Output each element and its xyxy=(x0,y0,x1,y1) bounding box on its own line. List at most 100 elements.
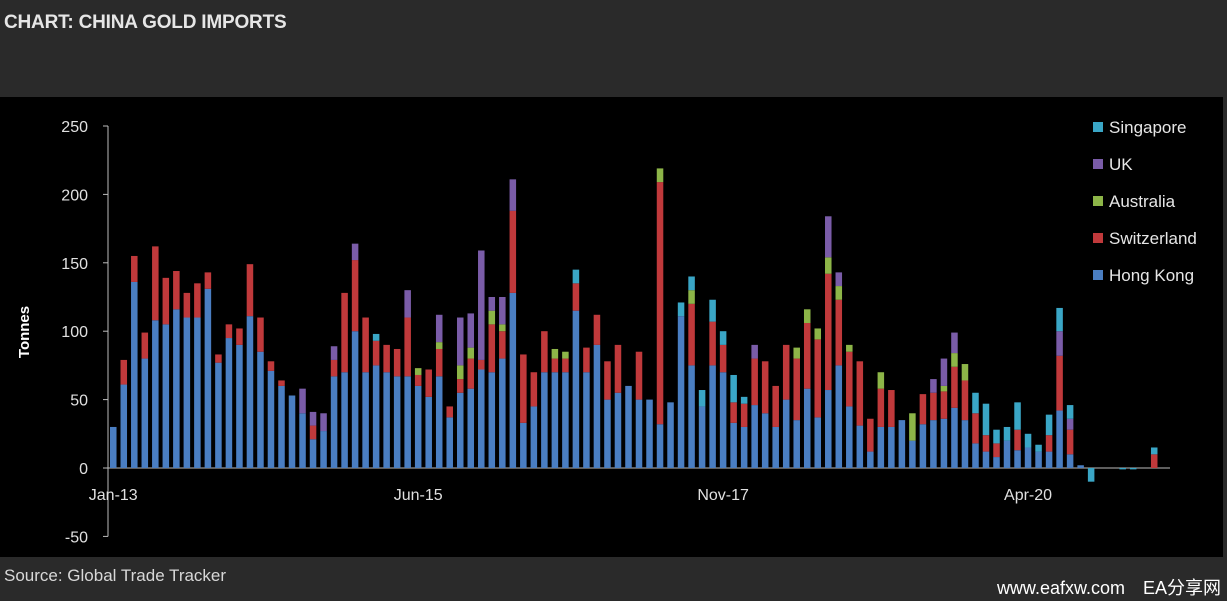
bar-uk xyxy=(467,313,475,348)
bar-hong-kong xyxy=(478,369,485,468)
bar-switzerland xyxy=(530,372,538,407)
bar-uk xyxy=(499,297,506,325)
bar-hong-kong xyxy=(1035,451,1042,468)
bar-hong-kong xyxy=(993,457,1000,468)
y-tick-label: 100 xyxy=(61,324,88,341)
bar-hong-kong xyxy=(446,417,453,468)
bar-hong-kong xyxy=(299,413,306,468)
bar-hong-kong xyxy=(846,406,853,468)
bar-hong-kong xyxy=(152,320,159,468)
y-tick-label: 150 xyxy=(61,256,88,273)
bar-australia xyxy=(467,347,475,359)
bar-australia xyxy=(435,342,443,349)
bar-hong-kong xyxy=(698,406,706,468)
bar-hong-kong xyxy=(288,395,296,468)
bar-singapore xyxy=(740,396,748,404)
x-tick-label: Apr-20 xyxy=(1004,487,1052,504)
bar-hong-kong xyxy=(414,385,422,468)
watermark: www.eafxw.com EA分享网 xyxy=(996,578,1221,598)
bar-switzerland xyxy=(194,283,201,318)
bar-hong-kong xyxy=(236,344,243,468)
bar-singapore xyxy=(698,390,706,407)
bar-singapore xyxy=(1014,402,1021,430)
bar-hong-kong xyxy=(1056,410,1063,468)
bar-hong-kong xyxy=(425,396,432,468)
bar-switzerland xyxy=(541,331,548,373)
bar-hong-kong xyxy=(982,451,990,468)
bar-singapore xyxy=(709,299,716,322)
bar-switzerland xyxy=(446,406,453,418)
bar-hong-kong xyxy=(625,385,632,468)
legend: Singapore UK Australia Switzerland Hong Kong xyxy=(1093,118,1197,285)
bar-switzerland xyxy=(456,379,464,393)
legend-swatch xyxy=(1093,122,1103,132)
bar-hong-kong xyxy=(604,399,611,468)
bar-hong-kong xyxy=(961,420,969,468)
bar-uk xyxy=(488,297,496,311)
bar-hong-kong xyxy=(110,426,117,468)
bar-switzerland xyxy=(341,292,348,373)
bar-hong-kong xyxy=(246,316,254,468)
legend-swatch xyxy=(1093,270,1103,280)
bar-switzerland xyxy=(204,272,212,289)
bar-hong-kong xyxy=(940,418,948,468)
bar-switzerland xyxy=(940,391,948,419)
bar-singapore xyxy=(1024,433,1032,448)
bar-switzerland xyxy=(993,443,1000,458)
bar-switzerland xyxy=(478,359,485,370)
bar-switzerland xyxy=(719,344,727,373)
bar-switzerland xyxy=(688,303,695,366)
bar-australia xyxy=(909,413,916,441)
bar-uk xyxy=(1056,331,1063,356)
bar-singapore xyxy=(719,331,727,345)
x-tick-label: Jun-15 xyxy=(394,487,443,504)
bar-switzerland xyxy=(856,361,864,426)
bar-hong-kong xyxy=(867,451,874,468)
bar-switzerland xyxy=(583,347,590,373)
bar-switzerland xyxy=(814,339,822,418)
source-note: Source: Global Trade Tracker xyxy=(4,566,227,585)
bar-hong-kong xyxy=(162,324,170,468)
bar-switzerland xyxy=(351,260,359,332)
bar-hong-kong xyxy=(393,376,401,468)
bar-switzerland xyxy=(572,283,580,311)
bar-hong-kong xyxy=(320,431,327,468)
bar-hong-kong xyxy=(467,388,475,468)
bar-hong-kong xyxy=(562,372,569,468)
bar-hong-kong xyxy=(520,422,527,468)
bar-switzerland xyxy=(1150,454,1158,468)
bar-hong-kong xyxy=(225,338,233,468)
bar-australia xyxy=(488,310,496,325)
bar-hong-kong xyxy=(919,424,927,468)
bar-hong-kong xyxy=(215,362,222,468)
bar-hong-kong xyxy=(1014,450,1021,468)
bar-singapore xyxy=(372,333,380,341)
bar-hong-kong xyxy=(278,385,285,468)
bar-switzerland xyxy=(930,392,937,421)
bar-hong-kong xyxy=(677,316,685,468)
bar-australia xyxy=(825,257,832,274)
bar-hong-kong xyxy=(404,376,411,468)
bar-switzerland xyxy=(467,358,475,389)
bar-switzerland xyxy=(919,394,927,425)
bar-singapore xyxy=(1150,447,1158,455)
bar-australia xyxy=(814,328,822,340)
bar-switzerland xyxy=(951,366,958,408)
legend-label: Switzerland xyxy=(1109,229,1197,248)
bar-hong-kong xyxy=(330,376,338,468)
bar-uk xyxy=(478,250,485,360)
bar-hong-kong xyxy=(383,372,390,468)
bar-hong-kong xyxy=(835,365,843,468)
y-tick-label: 0 xyxy=(79,461,88,478)
bar-switzerland xyxy=(509,210,517,293)
bar-switzerland xyxy=(593,314,601,345)
bar-switzerland xyxy=(267,361,275,371)
y-axis-label: Tonnes xyxy=(16,306,33,358)
bar-switzerland xyxy=(173,271,180,310)
bar-hong-kong xyxy=(141,358,149,468)
bar-hong-kong xyxy=(267,370,275,468)
bar-hong-kong xyxy=(951,407,958,468)
bar-switzerland xyxy=(614,344,622,393)
chart-panel xyxy=(0,97,1223,557)
bar-switzerland xyxy=(215,354,222,363)
